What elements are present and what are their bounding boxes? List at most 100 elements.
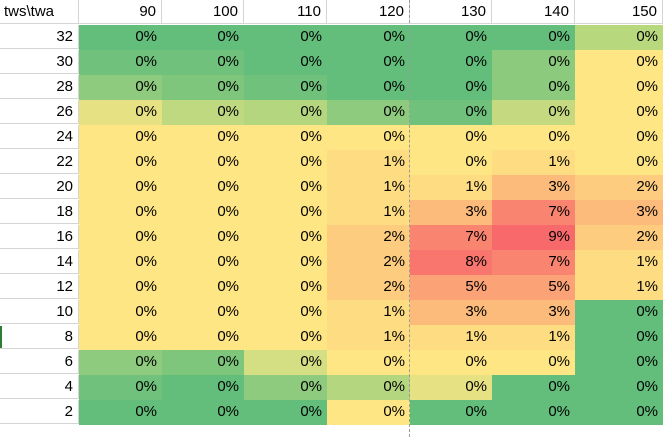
data-cell[interactable]: 0% [575,350,663,375]
data-cell[interactable]: 0% [244,400,327,425]
data-cell[interactable]: 0% [244,375,327,400]
row-header-cell[interactable]: 32 [0,25,79,49]
data-cell[interactable]: 0% [244,250,327,275]
data-cell[interactable]: 0% [79,350,162,375]
data-cell[interactable]: 0% [575,300,663,325]
data-cell[interactable]: 0% [410,350,492,375]
data-cell[interactable]: 0% [244,275,327,300]
data-cell[interactable]: 0% [162,175,244,200]
data-cell[interactable]: 0% [162,200,244,225]
data-cell[interactable]: 5% [492,275,575,300]
data-cell[interactable]: 9% [492,225,575,250]
data-cell[interactable]: 0% [327,350,410,375]
column-header-cell[interactable]: 130 [410,0,492,24]
data-cell[interactable]: 7% [492,250,575,275]
data-cell[interactable]: 0% [327,50,410,75]
data-cell[interactable]: 0% [575,150,663,175]
data-cell[interactable]: 0% [162,350,244,375]
data-cell[interactable]: 0% [244,175,327,200]
data-cell[interactable]: 0% [244,300,327,325]
data-cell[interactable]: 0% [575,75,663,100]
data-cell[interactable]: 0% [492,25,575,50]
data-cell[interactable]: 0% [327,400,410,425]
data-cell[interactable]: 0% [492,375,575,400]
data-cell[interactable]: 0% [162,100,244,125]
data-cell[interactable]: 3% [492,300,575,325]
data-cell[interactable]: 0% [79,100,162,125]
row-header-cell[interactable]: 18 [0,200,79,224]
data-cell[interactable]: 0% [79,325,162,350]
data-cell[interactable]: 0% [492,50,575,75]
data-cell[interactable]: 0% [79,375,162,400]
data-cell[interactable]: 0% [79,175,162,200]
data-cell[interactable]: 0% [410,150,492,175]
row-header-cell[interactable]: 20 [0,175,79,199]
data-cell[interactable]: 0% [244,200,327,225]
data-cell[interactable]: 0% [79,275,162,300]
data-cell[interactable]: 1% [327,325,410,350]
data-cell[interactable]: 0% [79,200,162,225]
row-header-cell[interactable]: 2 [0,400,79,424]
data-cell[interactable]: 0% [575,50,663,75]
data-cell[interactable]: 2% [327,225,410,250]
data-cell[interactable]: 0% [410,50,492,75]
data-cell[interactable]: 2% [575,175,663,200]
data-cell[interactable]: 1% [327,150,410,175]
data-cell[interactable]: 0% [410,400,492,425]
data-cell[interactable]: 0% [79,250,162,275]
row-header-cell[interactable]: 28 [0,75,79,99]
data-cell[interactable]: 7% [410,225,492,250]
data-cell[interactable]: 0% [327,75,410,100]
data-cell[interactable]: 0% [244,25,327,50]
data-cell[interactable]: 0% [410,100,492,125]
data-cell[interactable]: 0% [492,100,575,125]
data-cell[interactable]: 0% [327,100,410,125]
data-cell[interactable]: 0% [162,150,244,175]
column-header-cell[interactable]: 110 [244,0,327,24]
data-cell[interactable]: 0% [162,375,244,400]
data-cell[interactable]: 0% [410,125,492,150]
row-header-cell[interactable]: 6 [0,350,79,374]
column-header-cell[interactable]: 150 [575,0,663,24]
column-header-cell[interactable]: 140 [492,0,575,24]
data-cell[interactable]: 0% [162,225,244,250]
data-cell[interactable]: 2% [575,225,663,250]
data-cell[interactable]: 0% [162,275,244,300]
data-cell[interactable]: 0% [410,25,492,50]
data-cell[interactable]: 0% [162,325,244,350]
data-cell[interactable]: 1% [410,175,492,200]
data-cell[interactable]: 2% [327,275,410,300]
data-cell[interactable]: 1% [575,250,663,275]
column-header-cell[interactable]: 120 [327,0,410,24]
data-cell[interactable]: 3% [410,200,492,225]
corner-header-cell[interactable]: tws\twa [0,0,79,24]
column-header-cell[interactable]: 90 [79,0,162,24]
row-header-cell[interactable]: 16 [0,225,79,249]
data-cell[interactable]: 0% [575,100,663,125]
data-cell[interactable]: 1% [492,150,575,175]
data-cell[interactable]: 0% [327,25,410,50]
data-cell[interactable]: 0% [244,225,327,250]
data-cell[interactable]: 0% [79,75,162,100]
row-header-cell[interactable]: 4 [0,375,79,399]
data-cell[interactable]: 0% [244,150,327,175]
data-cell[interactable]: 5% [410,275,492,300]
data-cell[interactable]: 0% [162,50,244,75]
data-cell[interactable]: 0% [575,375,663,400]
data-cell[interactable]: 1% [492,325,575,350]
data-cell[interactable]: 1% [327,300,410,325]
data-cell[interactable]: 1% [327,175,410,200]
data-cell[interactable]: 0% [410,375,492,400]
data-cell[interactable]: 3% [492,175,575,200]
row-header-cell[interactable]: 8 [0,325,79,349]
data-cell[interactable]: 0% [79,300,162,325]
data-cell[interactable]: 0% [575,125,663,150]
row-header-cell[interactable]: 26 [0,100,79,124]
row-header-cell[interactable]: 10 [0,300,79,324]
row-header-cell[interactable]: 12 [0,275,79,299]
column-header-cell[interactable]: 100 [162,0,244,24]
data-cell[interactable]: 0% [162,25,244,50]
data-cell[interactable]: 0% [492,350,575,375]
data-cell[interactable]: 0% [244,350,327,375]
data-cell[interactable]: 3% [410,300,492,325]
